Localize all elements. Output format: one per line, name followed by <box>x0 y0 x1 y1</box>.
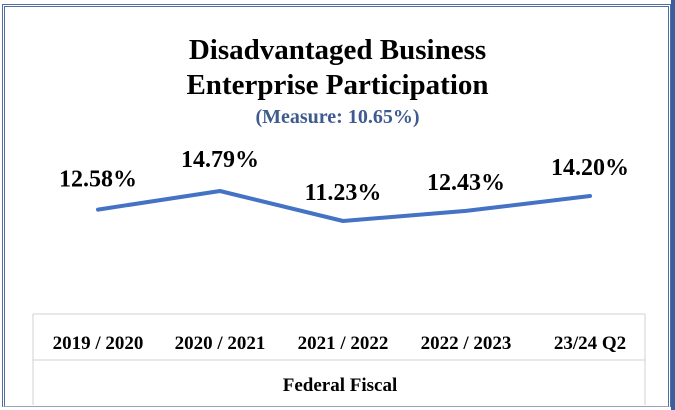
series-line <box>96 189 592 223</box>
data-label-3: 11.23% <box>305 180 382 206</box>
chart-frame-edge <box>671 0 675 410</box>
x-tick-label-4: 2022 / 2023 <box>421 333 512 354</box>
data-label-5: 14.20% <box>551 155 629 181</box>
x-axis-box <box>32 313 646 405</box>
x-axis-title: Federal Fiscal <box>283 375 398 396</box>
chart-subtitle: (Measure: 10.65%) <box>255 106 420 128</box>
data-label-4: 12.43% <box>427 170 505 196</box>
data-label-1: 12.58% <box>59 167 137 193</box>
x-tick-label-3: 2021 / 2022 <box>298 333 389 354</box>
x-tick-label-2: 2020 / 2021 <box>175 333 266 354</box>
x-tick-label-1: 2019 / 2020 <box>53 333 144 354</box>
chart-title-line-1: Disadvantaged Business <box>188 34 487 66</box>
x-tick-label-5: 23/24 Q2 <box>554 333 626 354</box>
data-label-2: 14.79% <box>181 147 259 173</box>
chart-title-line-2: Enterprise Participation <box>186 69 489 101</box>
